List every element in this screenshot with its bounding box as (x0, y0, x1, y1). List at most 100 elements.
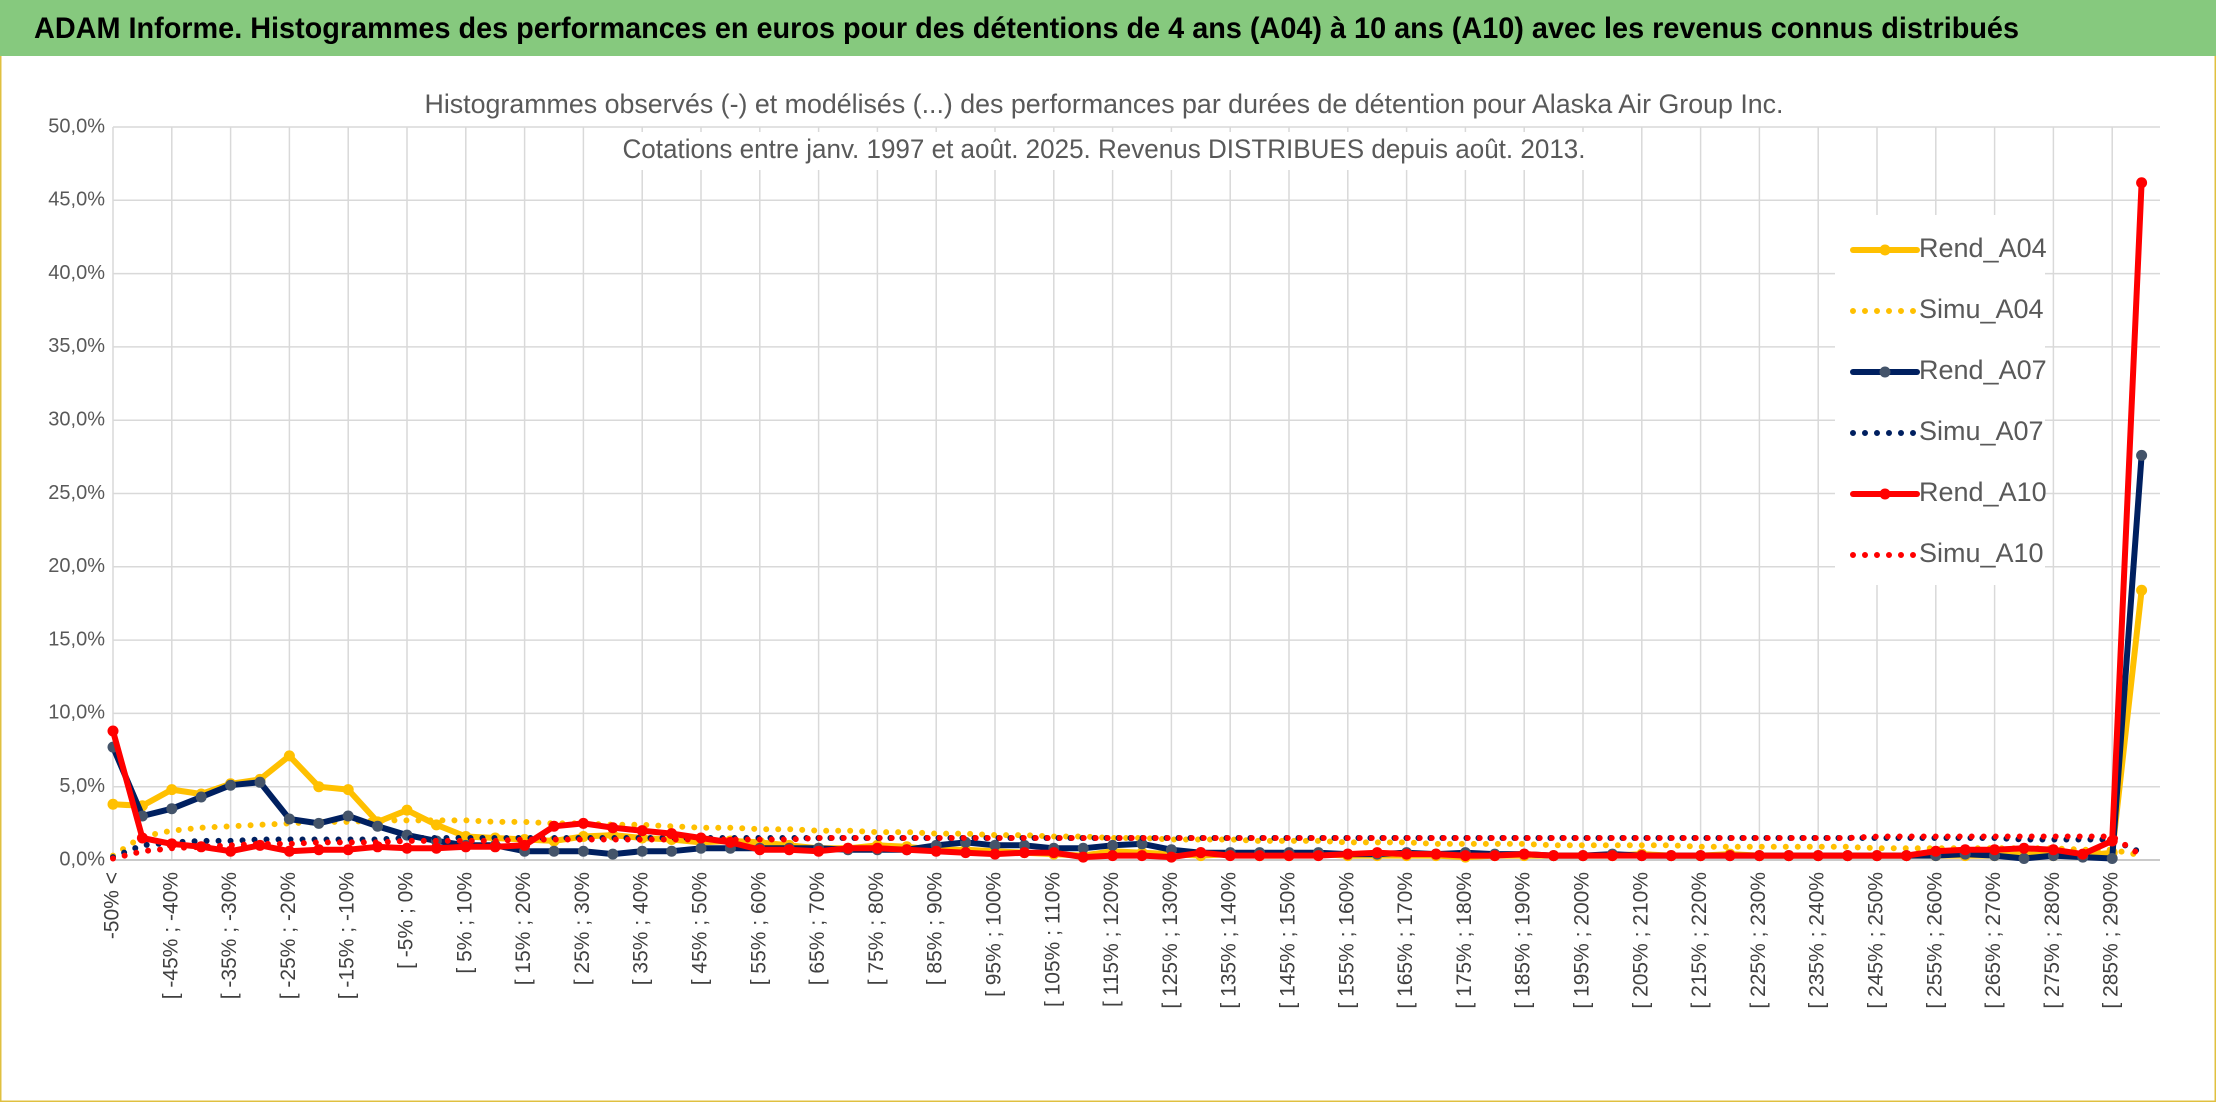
marker (901, 844, 913, 856)
marker (1430, 848, 1442, 860)
x-tick-label: [ 165% ; 170% (1394, 872, 1417, 1009)
marker (2136, 449, 2148, 461)
x-tick-label: [ 185% ; 190% (1512, 872, 1535, 1009)
marker (1224, 850, 1236, 862)
marker (1695, 850, 1707, 862)
marker (1842, 850, 1854, 862)
marker (666, 845, 678, 857)
x-tick-label: [ -25% ; -20% (277, 872, 300, 999)
marker (1018, 847, 1030, 859)
marker (283, 750, 295, 762)
marker (1753, 850, 1765, 862)
legend-label: Rend_A10 (1919, 477, 2047, 507)
x-tick-label: [ 145% ; 150% (1277, 872, 1300, 1009)
x-tick-label: [ 65% ; 70% (806, 872, 829, 985)
marker (636, 845, 648, 857)
marker (1048, 847, 1060, 859)
legend-marker (1879, 366, 1891, 378)
marker (666, 828, 678, 840)
marker (313, 817, 325, 829)
marker (1371, 847, 1383, 859)
marker (372, 820, 384, 832)
x-tick-label: [ 195% ; 200% (1571, 872, 1594, 1009)
x-tick-label: -50% < (101, 872, 124, 939)
marker (166, 803, 178, 815)
marker (2018, 853, 2030, 865)
marker (1606, 850, 1618, 862)
marker (1489, 850, 1501, 862)
legend-marker (1879, 244, 1891, 256)
marker (1783, 850, 1795, 862)
marker (1812, 850, 1824, 862)
marker (1665, 850, 1677, 862)
x-tick-label: [ 125% ; 130% (1159, 872, 1182, 1009)
chart-title: Histogrammes observés (-) et modélisés (… (425, 89, 1784, 119)
y-tick-label: 0,0% (59, 848, 105, 870)
marker (960, 847, 972, 859)
marker (2106, 853, 2118, 865)
marker (195, 841, 207, 853)
y-tick-label: 35,0% (48, 335, 105, 357)
y-tick-label: 25,0% (48, 482, 105, 504)
marker (225, 845, 237, 857)
x-tick-label: [ 25% ; 30% (571, 872, 594, 985)
marker (577, 845, 589, 857)
marker (430, 842, 442, 854)
legend-label: Simu_A10 (1919, 538, 2044, 568)
marker (842, 842, 854, 854)
marker (195, 791, 207, 803)
marker (342, 810, 354, 822)
marker (489, 841, 501, 853)
marker (166, 838, 178, 850)
x-tick-label: [ 55% ; 60% (747, 872, 770, 985)
y-tick-label: 15,0% (48, 628, 105, 650)
series-line (110, 179, 2145, 861)
x-tick-label: [ 215% ; 220% (1688, 872, 1711, 1009)
x-tick-label: [ 95% ; 100% (983, 872, 1006, 997)
marker (1989, 844, 2001, 856)
legend-marker (1879, 488, 1891, 500)
marker (313, 844, 325, 856)
x-tick-label: [ 115% ; 120% (1100, 872, 1123, 1007)
x-tick-label: [ -35% ; -30% (218, 872, 241, 999)
marker (989, 839, 1001, 851)
marker (401, 842, 413, 854)
marker (2136, 584, 2148, 596)
x-tick-label: [ 85% ; 90% (924, 872, 947, 985)
marker (1724, 850, 1736, 862)
marker (313, 781, 325, 793)
marker (107, 725, 119, 737)
marker (871, 842, 883, 854)
chart-subtitle: Cotations entre janv. 1997 et août. 2025… (623, 134, 1586, 164)
marker (1165, 851, 1177, 863)
marker (813, 845, 825, 857)
marker (107, 798, 119, 810)
marker (548, 820, 560, 832)
x-tick-label: [ 35% ; 40% (630, 872, 653, 985)
marker (636, 825, 648, 837)
x-tick-label: [ 45% ; 50% (689, 872, 712, 985)
x-tick-label: [ 235% ; 240% (1806, 872, 1829, 1009)
marker (577, 817, 589, 829)
x-tick-label: [ 5% ; 10% (453, 872, 476, 974)
marker (254, 776, 266, 788)
y-tick-label: 20,0% (48, 555, 105, 577)
series-line (110, 817, 2145, 859)
marker (989, 848, 1001, 860)
legend-label: Rend_A07 (1919, 355, 2047, 385)
x-tick-label: [ 225% ; 230% (1747, 872, 1770, 1009)
marker (783, 844, 795, 856)
marker (283, 813, 295, 825)
marker (342, 784, 354, 796)
marker (1077, 842, 1089, 854)
marker (283, 845, 295, 857)
x-tick-label: [ 255% ; 260% (1923, 872, 1946, 1009)
marker (401, 804, 413, 816)
plot-area (112, 126, 2160, 861)
x-tick-label: [ 135% ; 140% (1218, 872, 1241, 1009)
x-tick-label: [ 175% ; 180% (1453, 872, 1476, 1009)
marker (1283, 850, 1295, 862)
marker (1107, 850, 1119, 862)
